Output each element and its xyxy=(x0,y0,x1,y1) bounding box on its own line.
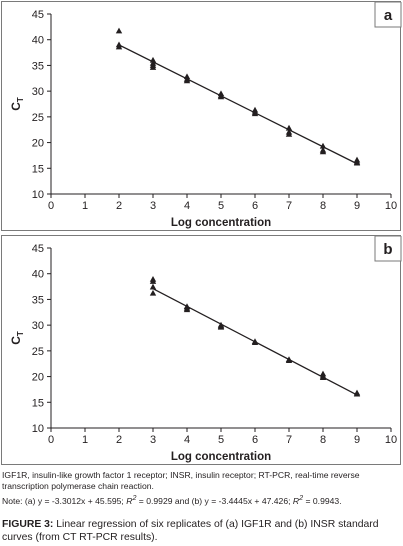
r-squared-b-symbol: R2 xyxy=(292,494,304,506)
y-tick-label: 10 xyxy=(32,423,44,435)
y-tick-label: 40 xyxy=(32,35,44,47)
x-tick-label: 6 xyxy=(252,200,258,212)
data-point xyxy=(217,93,225,100)
x-tick-label: 4 xyxy=(184,200,190,212)
y-axis-title: CT xyxy=(9,97,25,111)
data-point xyxy=(183,77,191,84)
data-point xyxy=(183,306,191,313)
note-prefix: Note: (a) y = -3.3012x + 45.595; xyxy=(2,495,127,506)
y-tick-label: 30 xyxy=(32,86,44,98)
panel-label-box xyxy=(374,2,402,28)
y-tick-label: 20 xyxy=(32,372,44,384)
y-tick-label: 35 xyxy=(32,60,44,72)
note-r2-b: = 0.9943. xyxy=(303,495,342,506)
data-point xyxy=(285,357,293,364)
y-tick-label: 35 xyxy=(32,294,44,306)
data-point xyxy=(251,339,259,346)
data-point xyxy=(115,43,123,50)
x-tick-label: 1 xyxy=(82,200,88,212)
x-tick-label: 0 xyxy=(48,200,54,212)
figure-caption-text: Linear regression of six replicates of (… xyxy=(2,519,379,543)
y-tick-label: 25 xyxy=(32,112,44,124)
x-tick-label: 6 xyxy=(252,434,258,446)
data-point xyxy=(319,142,327,149)
data-point xyxy=(149,283,157,290)
x-tick-label: 7 xyxy=(286,200,292,212)
x-tick-label: 1 xyxy=(82,434,88,446)
y-tick-label: 15 xyxy=(32,397,44,409)
y-tick-label: 45 xyxy=(32,243,44,255)
r-squared-a-symbol: R2 xyxy=(126,494,137,506)
chart-panel-b: 10 15 20 25 30 35 40 45 0 1 2 3 4 5 6 7 8 9 10 Log concentr… xyxy=(1,235,402,465)
figure-label: FIGURE 3: xyxy=(2,519,54,530)
data-point xyxy=(353,159,361,166)
x-tick-label: 8 xyxy=(320,434,326,446)
x-tick-label: 5 xyxy=(218,200,224,212)
x-axis-title: Log concentration xyxy=(171,451,271,463)
x-tick-label: 9 xyxy=(354,200,360,212)
data-point xyxy=(251,110,259,117)
regression-note: Note: (a) y = -3.3012x + 45.595; R2 = 0.… xyxy=(2,493,400,507)
x-tick-label: 4 xyxy=(184,434,190,446)
y-tick-label: 15 xyxy=(32,163,44,175)
data-point xyxy=(353,390,361,397)
panel-label-box xyxy=(374,236,402,262)
y-tick-label: 20 xyxy=(32,138,44,150)
data-point xyxy=(149,56,157,63)
abbreviations-caption: IGF1R, insulin-like growth factor 1 rece… xyxy=(2,470,360,491)
data-point xyxy=(217,323,225,330)
x-tick-label: 2 xyxy=(116,200,122,212)
svg-text:CT: CT xyxy=(9,97,25,111)
x-tick-label: 3 xyxy=(150,434,156,446)
panel-label: a xyxy=(384,7,393,24)
x-tick-label: 2 xyxy=(116,434,122,446)
x-tick-label: 10 xyxy=(385,434,397,446)
data-point xyxy=(319,148,327,155)
y-tick-label: 25 xyxy=(32,346,44,358)
y-axis-title: CT xyxy=(9,331,25,345)
data-point xyxy=(115,27,123,34)
x-tick-label: 8 xyxy=(320,200,326,212)
data-point xyxy=(285,124,293,131)
data-point xyxy=(149,289,157,296)
trend-line xyxy=(118,44,358,165)
data-point xyxy=(285,130,293,137)
svg-text:CT: CT xyxy=(9,331,25,345)
y-tick-label: 10 xyxy=(32,189,44,201)
x-tick-label: 7 xyxy=(286,434,292,446)
data-point xyxy=(319,374,327,380)
y-tick-label: 45 xyxy=(32,9,44,21)
x-axis-title: Log concentration xyxy=(171,217,271,229)
note-r2-a: = 0.9929 and (b) y = -3.4445x + 47.426; xyxy=(136,495,293,506)
data-point xyxy=(149,278,157,284)
y-tick-label: 30 xyxy=(32,320,44,332)
x-tick-label: 9 xyxy=(354,434,360,446)
x-tick-label: 0 xyxy=(48,434,54,446)
data-point xyxy=(149,64,157,70)
chart-panel-a: 10 15 20 25 30 35 40 45 0 1 2 3 4 5 6 7 8 9 10 Log concentr… xyxy=(1,1,402,231)
x-tick-label: 5 xyxy=(218,434,224,446)
x-tick-label: 10 xyxy=(385,200,397,212)
y-tick-label: 40 xyxy=(32,269,44,281)
x-tick-label: 3 xyxy=(150,200,156,212)
figure-caption: FIGURE 3: Linear regression of six repli… xyxy=(2,519,400,544)
panel-label: b xyxy=(383,241,392,258)
